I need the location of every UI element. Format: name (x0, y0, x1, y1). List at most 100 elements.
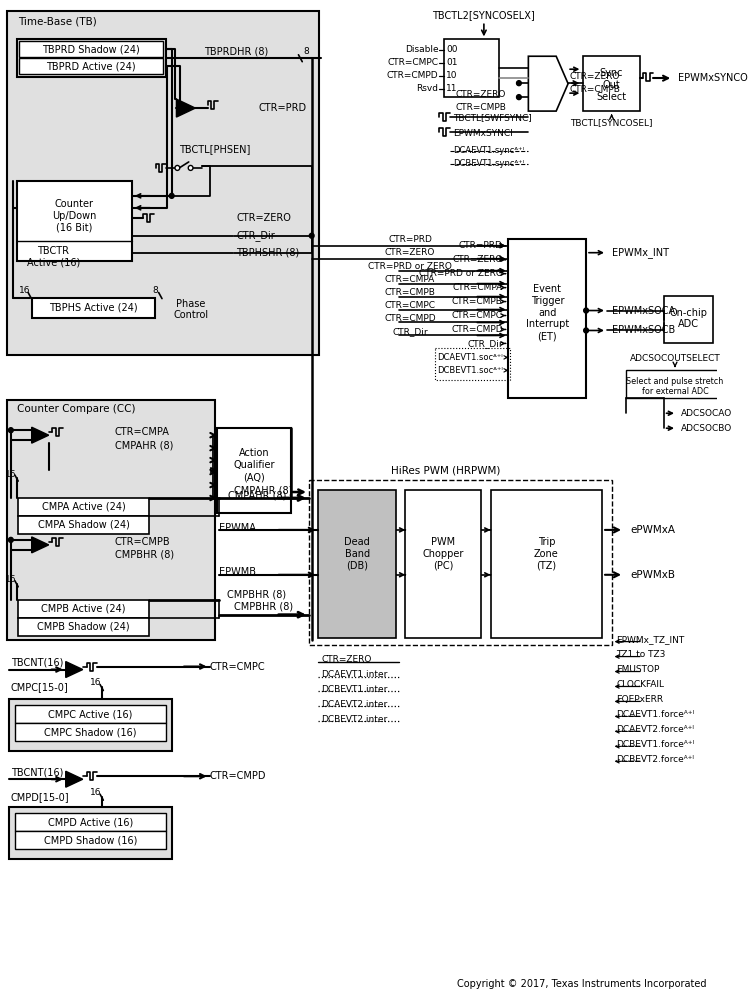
Circle shape (8, 537, 13, 542)
Text: Dead
Band
(DB): Dead Band (DB) (344, 537, 370, 570)
Text: DCBEVT1.forceᴬ⁺ᴵ: DCBEVT1.forceᴬ⁺ᴵ (616, 740, 695, 749)
Text: TZ1 to TZ3: TZ1 to TZ3 (616, 650, 666, 659)
Text: Up/Down: Up/Down (52, 211, 97, 221)
Bar (20, 58, 163, 74)
Text: Interrupt: Interrupt (525, 319, 569, 329)
Text: Phase: Phase (176, 299, 206, 309)
Text: Select and pulse stretch: Select and pulse stretch (627, 377, 723, 386)
Text: CTR=ZERO: CTR=ZERO (321, 655, 371, 664)
Bar (14, 813, 166, 831)
Text: 16: 16 (5, 470, 17, 479)
Text: ADCSOCAO: ADCSOCAO (680, 409, 732, 418)
Text: TBCNT(16): TBCNT(16) (11, 658, 64, 668)
Text: CMPBHR (8): CMPBHR (8) (234, 602, 293, 612)
Text: CMPC Active (16): CMPC Active (16) (48, 709, 132, 719)
Text: TBCNT(16): TBCNT(16) (11, 767, 64, 777)
Text: DCBEVT1.syncᴬ⁺ᴵ: DCBEVT1.syncᴬ⁺ᴵ (453, 159, 524, 168)
Text: EPWMx_TZ_INT: EPWMx_TZ_INT (616, 635, 685, 644)
Text: CTR=CMPD: CTR=CMPD (209, 771, 266, 781)
Circle shape (188, 165, 193, 170)
Text: 16: 16 (20, 286, 31, 295)
Bar (14, 831, 166, 849)
Text: CMPBHR (8): CMPBHR (8) (228, 590, 287, 600)
Text: DCAEVT1.forceᴬ⁺ᴵ: DCAEVT1.forceᴬ⁺ᴵ (616, 710, 695, 719)
Text: ePWMxB: ePWMxB (631, 570, 676, 580)
Bar (32, 298, 155, 318)
Text: CTR=CMPD: CTR=CMPD (384, 314, 436, 323)
Text: for external ADC: for external ADC (642, 387, 708, 396)
Bar (217, 428, 291, 513)
Circle shape (8, 428, 13, 433)
Text: Counter: Counter (54, 199, 94, 209)
Text: Out: Out (603, 80, 621, 90)
Text: TBPHSHR (8): TBPHSHR (8) (236, 248, 299, 258)
Polygon shape (66, 662, 82, 678)
Text: EPWMxSOCA: EPWMxSOCA (612, 306, 675, 316)
Text: 01: 01 (446, 58, 457, 67)
Bar (435, 348, 510, 380)
Text: CMPD Shadow (16): CMPD Shadow (16) (44, 835, 137, 845)
Text: CTR=CMPD: CTR=CMPD (387, 71, 438, 80)
Text: PWM
Chopper
(PC): PWM Chopper (PC) (423, 537, 464, 570)
Text: CMPAHR (8): CMPAHR (8) (115, 440, 173, 450)
Text: TBPRD Active (24): TBPRD Active (24) (46, 61, 136, 71)
Text: Copyright © 2017, Texas Instruments Incorporated: Copyright © 2017, Texas Instruments Inco… (457, 979, 706, 989)
Text: TBPHS Active (24): TBPHS Active (24) (49, 303, 138, 313)
Text: CLOCKFAIL: CLOCKFAIL (616, 680, 665, 689)
Bar (664, 296, 713, 343)
Text: CMPD Active (16): CMPD Active (16) (48, 817, 133, 827)
Text: DCBEVT1.inter: DCBEVT1.inter (321, 685, 388, 694)
Text: 16: 16 (90, 678, 102, 687)
Bar (18, 600, 149, 618)
Text: CTR_Dir: CTR_Dir (467, 339, 503, 348)
Bar (318, 490, 396, 638)
Text: CTR=ZERO: CTR=ZERO (452, 255, 503, 264)
Text: CMPB Shadow (24): CMPB Shadow (24) (37, 622, 130, 632)
Text: Sync: Sync (600, 68, 624, 78)
Text: CTR_Dir: CTR_Dir (236, 230, 274, 241)
Text: Event: Event (533, 284, 561, 294)
Text: CTR=ZERO: CTR=ZERO (569, 72, 619, 81)
Text: CTR=CMPA: CTR=CMPA (453, 283, 503, 292)
Text: EPWMB: EPWMB (219, 567, 256, 577)
Text: On-chip: On-chip (669, 308, 708, 318)
Bar (626, 370, 725, 398)
Text: Trip
Zone
(TZ): Trip Zone (TZ) (534, 537, 559, 570)
Text: 11: 11 (446, 84, 457, 93)
Circle shape (175, 165, 180, 170)
Bar (17, 39, 166, 77)
Bar (583, 56, 640, 111)
Text: 16: 16 (5, 575, 17, 584)
Text: ADC: ADC (677, 319, 699, 329)
Circle shape (169, 193, 174, 198)
Text: TBCTL2[SYNCOSELX]: TBCTL2[SYNCOSELX] (432, 10, 535, 20)
Text: TBCTL[PHSEN]: TBCTL[PHSEN] (178, 144, 250, 154)
Text: CTR_Dir: CTR_Dir (392, 327, 428, 336)
Text: DCAEVT2.forceᴬ⁺ᴵ: DCAEVT2.forceᴬ⁺ᴵ (616, 725, 694, 734)
Text: EPWMxSYNCI: EPWMxSYNCI (453, 129, 513, 138)
Text: CTR=CMPC: CTR=CMPC (385, 301, 435, 310)
Text: HiRes PWM (HRPWM): HiRes PWM (HRPWM) (392, 465, 500, 475)
Bar (7, 11, 319, 355)
Text: CMPB Active (24): CMPB Active (24) (42, 604, 126, 614)
Text: (AQ): (AQ) (243, 472, 265, 482)
Text: Qualifier: Qualifier (234, 460, 274, 470)
Bar (509, 239, 586, 398)
Text: 8: 8 (303, 47, 309, 56)
Text: Time-Base (TB): Time-Base (TB) (18, 16, 98, 26)
Text: EPWMxSOCB: EPWMxSOCB (612, 325, 675, 335)
Text: 00: 00 (446, 45, 457, 54)
Text: ADCSOCBO: ADCSOCBO (680, 424, 732, 433)
Bar (18, 516, 149, 534)
Text: TBCTR: TBCTR (38, 246, 70, 256)
Text: CTR=PRD or ZERO: CTR=PRD or ZERO (368, 262, 452, 271)
Text: CMPC[15-0]: CMPC[15-0] (11, 682, 69, 692)
Text: CTR=CMPC: CTR=CMPC (388, 58, 438, 67)
Circle shape (516, 81, 522, 86)
Polygon shape (66, 771, 82, 787)
Text: CTR=PRD: CTR=PRD (388, 235, 432, 244)
Text: (ET): (ET) (538, 331, 557, 341)
Text: CTR=PRD: CTR=PRD (459, 241, 503, 250)
Text: CTR=CMPC: CTR=CMPC (209, 662, 265, 672)
Bar (14, 723, 166, 741)
